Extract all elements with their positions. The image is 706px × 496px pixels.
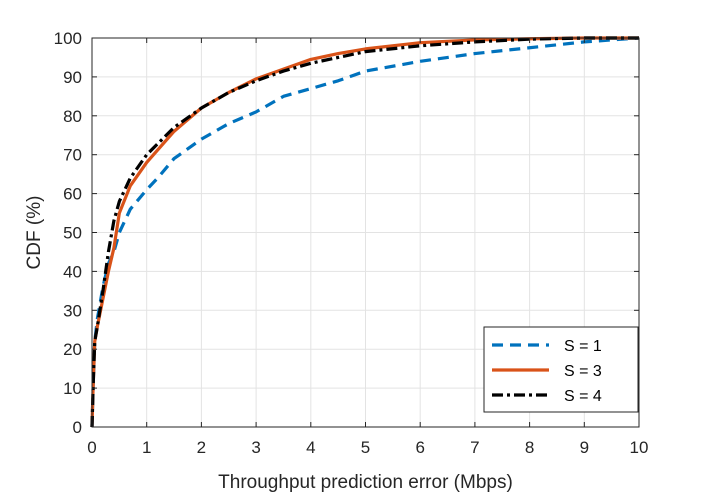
y-tick-label: 100 (54, 29, 82, 48)
x-tick-label: 6 (415, 438, 424, 457)
legend-label-3: S = 4 (564, 388, 602, 405)
legend-items: S = 1 S = 3 S = 4 (492, 338, 602, 405)
ticks (91, 37, 640, 428)
y-tick-label: 30 (63, 301, 82, 320)
y-tick-label: 50 (63, 224, 82, 243)
series-line-3 (90, 36, 639, 428)
x-tick-label: 1 (142, 438, 151, 457)
x-tick-label: 3 (251, 438, 260, 457)
y-tick-label: 90 (63, 68, 82, 87)
series-layer (90, 36, 640, 428)
x-tick-label: 0 (87, 438, 96, 457)
x-tick-label: 10 (630, 438, 649, 457)
legend-label-1: S = 1 (564, 338, 602, 355)
x-tick-label: 5 (361, 438, 370, 457)
x-tick-label: 8 (525, 438, 534, 457)
x-tick-label: 4 (306, 438, 315, 457)
y-axis-label: CDF (%) (24, 196, 45, 270)
legend-label-2: S = 3 (564, 363, 602, 380)
legend: S = 1 S = 3 S = 4 (483, 326, 639, 413)
x-axis-label: Throughput prediction error (Mbps) (218, 472, 513, 493)
y-tick-label: 40 (63, 262, 82, 281)
x-tick-label: 9 (580, 438, 589, 457)
y-tick-label: 20 (63, 340, 82, 359)
x-tick-label: 7 (470, 438, 479, 457)
y-tick-label: 70 (63, 146, 82, 165)
y-tick-label: 80 (63, 107, 82, 126)
y-tick-label: 0 (73, 418, 82, 437)
x-tick-label: 2 (197, 438, 206, 457)
y-tick-label: 10 (63, 379, 82, 398)
y-tick-label: 60 (63, 185, 82, 204)
